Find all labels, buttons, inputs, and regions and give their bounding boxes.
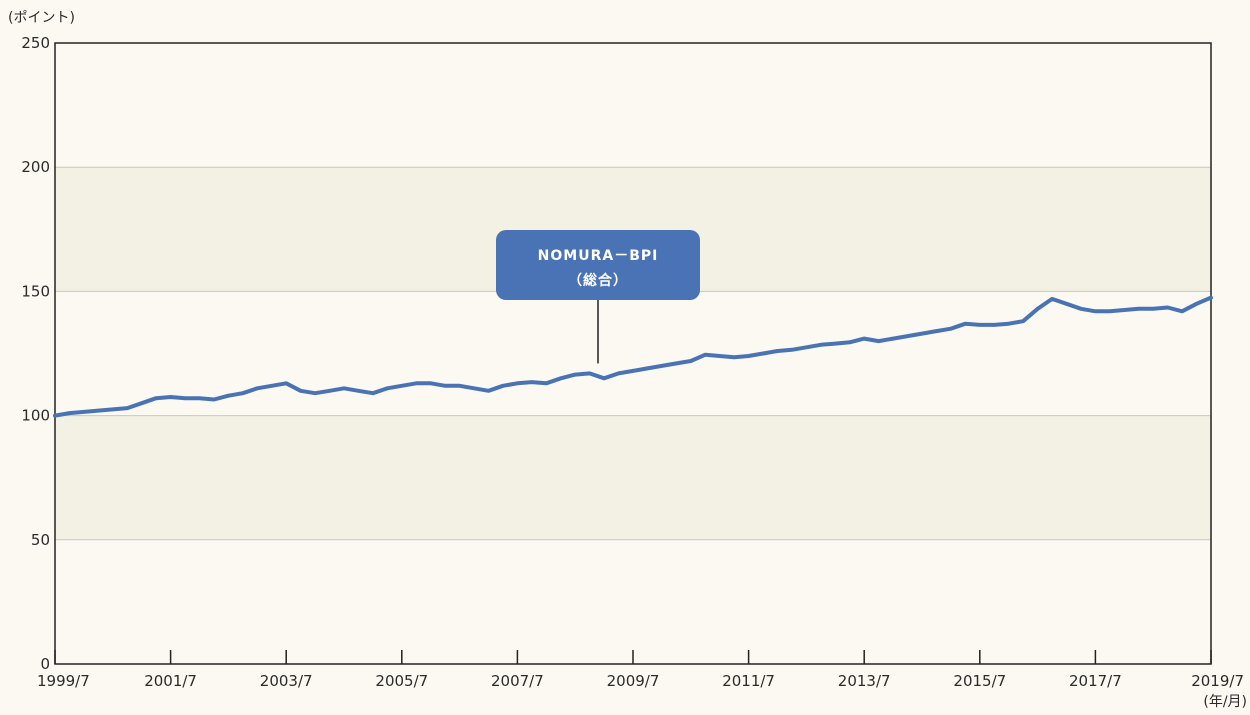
x-tick-label: 2007/7 xyxy=(491,672,544,690)
background-band xyxy=(55,415,1211,540)
series-line xyxy=(53,295,1213,418)
y-tick-label: 100 xyxy=(21,407,50,425)
x-tick-label: 2015/7 xyxy=(953,672,1006,690)
y-tick-label: 150 xyxy=(21,282,50,300)
y-tick-label: 0 xyxy=(40,655,50,673)
x-tick-label: 2003/7 xyxy=(260,672,313,690)
series-label-line2: （総合） xyxy=(568,272,628,289)
x-tick-label: 2011/7 xyxy=(722,672,775,690)
y-axis-label: (ポイント) xyxy=(8,10,75,26)
x-tick-label: 2017/7 xyxy=(1069,672,1122,690)
y-tick-label: 200 xyxy=(21,158,50,176)
background-bands xyxy=(55,167,1211,540)
y-tick-label: 250 xyxy=(21,34,50,52)
x-axis-ticks: 1999/7 2001/7 2003/7 2005/7 2007/7 2009/7 2011… xyxy=(37,650,1244,690)
x-tick-label: 2013/7 xyxy=(838,672,891,690)
x-tick-label: 2009/7 xyxy=(607,672,660,690)
plot-frame xyxy=(54,42,1212,665)
y-tick-label: 50 xyxy=(31,531,50,549)
x-tick-label: 1999/7 xyxy=(37,672,90,690)
series-callout: NOMURA－BPI （総合） xyxy=(496,230,700,364)
x-axis-unit-label: (年/月) xyxy=(1203,694,1247,710)
x-tick-label: 2005/7 xyxy=(375,672,428,690)
y-axis-ticks: 0 50 100 150 200 250 xyxy=(21,34,50,673)
series-group xyxy=(53,295,1213,418)
callout-box xyxy=(496,230,700,300)
x-tick-label: 2019/7 xyxy=(1191,672,1244,690)
x-tick-label: 2001/7 xyxy=(144,672,197,690)
series-label-line1: NOMURA－BPI xyxy=(538,248,659,264)
